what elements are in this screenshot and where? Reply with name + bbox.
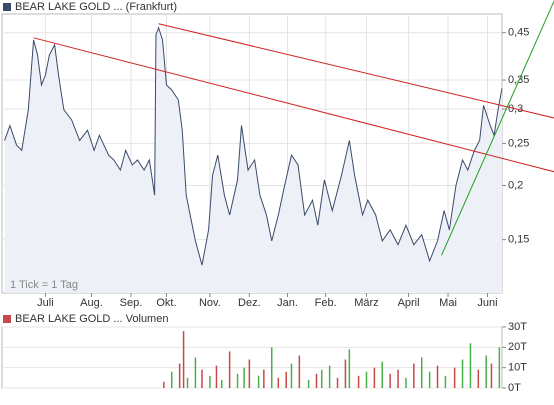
volume-bar [315, 373, 318, 388]
volume-bar [357, 375, 360, 388]
volume-bar [461, 359, 464, 388]
legend-swatch [3, 315, 11, 323]
x-tick-label: Nov. [199, 297, 221, 309]
volume-bar [201, 369, 203, 388]
volume-bar [215, 365, 218, 388]
volume-bar [243, 367, 245, 388]
volume-bar [228, 351, 231, 388]
chart-title: BEAR LAKE GOLD ... (Frankfurt) [15, 1, 177, 13]
volume-bar [194, 357, 197, 388]
volume-bar [336, 377, 339, 388]
volume-bar [381, 361, 384, 388]
volume-bar [209, 375, 211, 388]
volume-bar [485, 355, 487, 388]
volume-bar [397, 369, 399, 388]
x-tick-label: März [354, 297, 378, 309]
y-tick-label: 0,45 [508, 27, 529, 39]
volume-bar [220, 379, 223, 388]
trend-line [441, 0, 554, 256]
volume-bar [428, 371, 431, 388]
volume-bar [365, 371, 368, 388]
x-tick-label: Aug. [80, 297, 103, 309]
volume-bar [477, 369, 480, 388]
volume-bar [170, 371, 173, 388]
volume-bar [182, 331, 185, 388]
x-tick-label: Jan. [277, 297, 298, 309]
volume-bar [444, 375, 447, 388]
x-tick-label: Okt. [156, 297, 176, 309]
volume-bar [344, 359, 347, 388]
volume-bar [498, 347, 501, 388]
volume-bar [413, 363, 415, 388]
volume-bar [307, 379, 310, 388]
volume-bar [490, 363, 493, 388]
chart-title: BEAR LAKE GOLD ... Volumen [15, 313, 168, 325]
price-line [4, 26, 503, 266]
volume-bar [469, 343, 472, 388]
y-tick-label: 20T [508, 341, 527, 353]
volume-bar [186, 377, 189, 388]
volume-bar [263, 369, 265, 388]
volume-bar [389, 373, 391, 388]
y-tick-label: 30T [508, 321, 527, 333]
volume-bar [320, 369, 323, 388]
volume-bar [373, 367, 376, 388]
x-tick-label: Sep. [120, 297, 143, 309]
y-tick-label: 0,15 [508, 234, 529, 246]
x-tick-label: Juli [37, 297, 54, 309]
x-tick-label: Juni [477, 297, 497, 309]
volume-bar [298, 355, 301, 388]
plot-frame [1, 326, 503, 389]
y-tick-label: 0T [508, 382, 521, 394]
trend-line [158, 23, 554, 119]
x-tick-label: Mai [439, 297, 457, 309]
volume-bar [453, 367, 456, 388]
volume-bar [405, 377, 407, 388]
x-tick-label: April [398, 297, 420, 309]
legend-swatch [3, 3, 11, 11]
trend-line [33, 37, 554, 173]
x-tick-label: Feb. [315, 297, 337, 309]
volume-bar [436, 365, 439, 388]
volume-bar [277, 377, 280, 388]
x-tick-label: Dez. [238, 297, 261, 309]
y-tick-label: 10T [508, 362, 527, 374]
volume-bar [163, 381, 165, 388]
volume-bar [420, 357, 423, 388]
volume-bar [290, 363, 293, 388]
y-tick-label: 0,2 [508, 179, 523, 191]
volume-bar [285, 371, 287, 388]
volume-bar [328, 365, 331, 388]
annotation: 1 Tick = 1 Tag [10, 279, 78, 291]
volume-bar [178, 363, 181, 388]
price-area [4, 27, 502, 293]
y-tick-label: 0,25 [508, 137, 529, 149]
volume-bar [248, 359, 251, 388]
volume-bar [257, 375, 260, 388]
volume-bar [348, 349, 351, 388]
volume-bar [236, 373, 239, 388]
volume-bar [270, 347, 273, 388]
